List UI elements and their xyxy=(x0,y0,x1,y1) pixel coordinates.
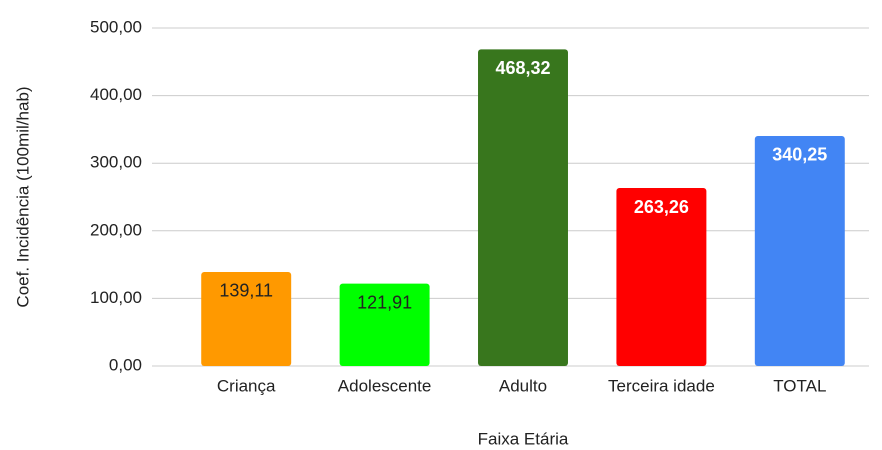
value-label: 468,32 xyxy=(495,58,550,78)
y-axis-title: Coef. Incidência (100mil/hab) xyxy=(13,86,32,307)
bar xyxy=(339,283,430,366)
value-label: 121,91 xyxy=(357,292,412,312)
x-tick-label: Adolescente xyxy=(338,376,432,395)
y-tick-label: 500,00 xyxy=(90,17,142,36)
y-tick-label: 300,00 xyxy=(90,153,142,172)
x-axis-title: Faixa Etária xyxy=(478,429,569,448)
x-tick-label: Criança xyxy=(217,376,276,395)
value-label: 139,11 xyxy=(219,281,273,301)
value-label: 340,25 xyxy=(772,145,827,165)
bar xyxy=(478,49,568,366)
bar xyxy=(754,135,845,366)
y-tick-label: 200,00 xyxy=(90,220,142,239)
x-tick-label: Terceira idade xyxy=(608,376,715,395)
bar xyxy=(201,271,292,366)
bar xyxy=(616,188,707,366)
y-tick-label: 0,00 xyxy=(109,355,142,374)
y-tick-label: 100,00 xyxy=(90,288,142,307)
value-label: 263,26 xyxy=(634,197,689,217)
x-tick-label: Adulto xyxy=(499,376,547,395)
x-tick-label: TOTAL xyxy=(773,376,826,395)
y-tick-label: 400,00 xyxy=(90,85,142,104)
